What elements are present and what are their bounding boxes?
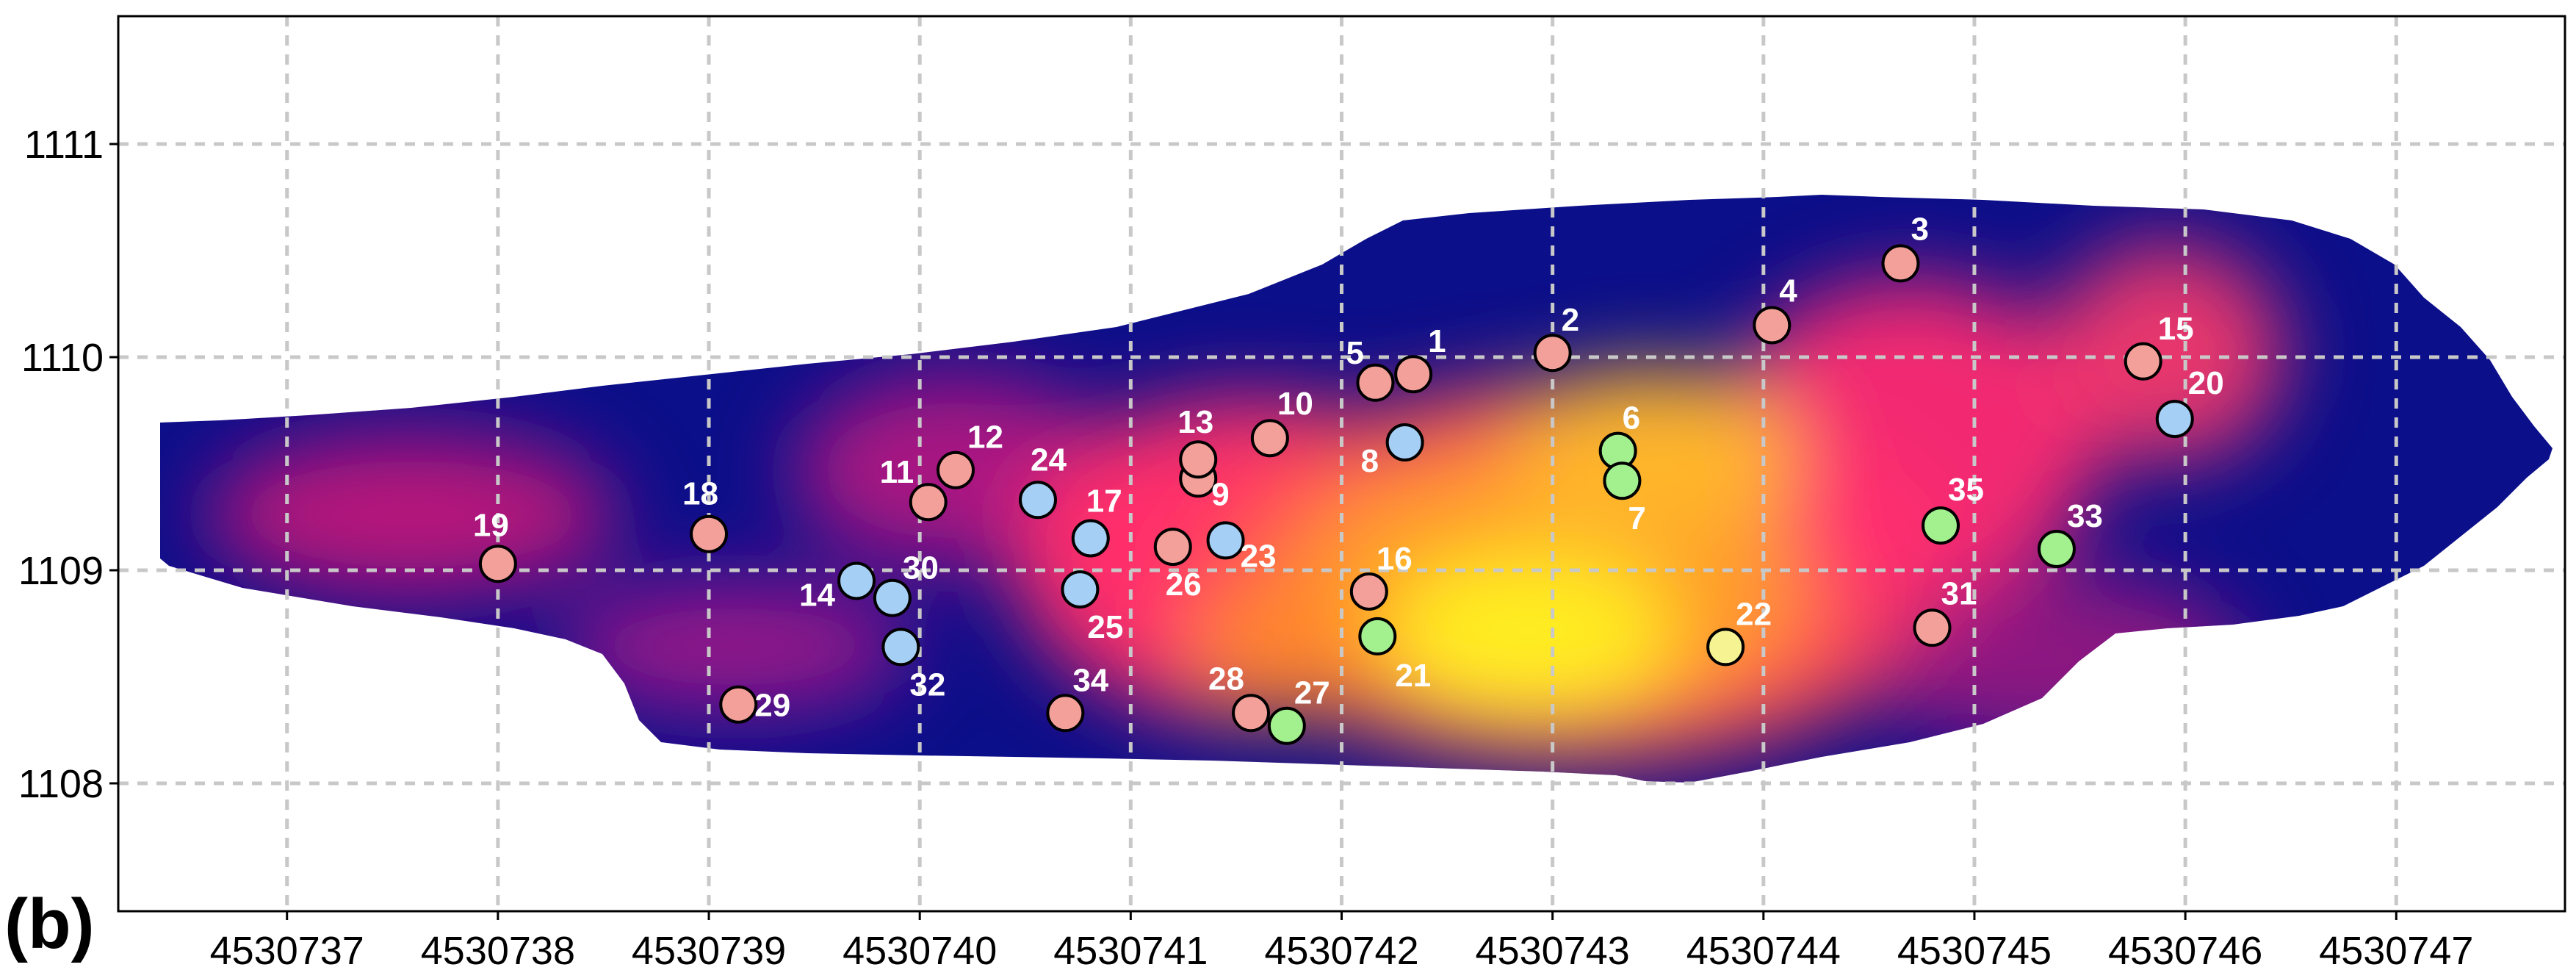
sample-point-26 — [1153, 528, 1192, 567]
sample-point-27 — [1267, 706, 1306, 745]
sample-point-30 — [873, 578, 912, 617]
sample-point-label: 15 — [2158, 311, 2194, 347]
sample-point-label: 30 — [903, 550, 939, 586]
sample-point-8 — [1385, 423, 1424, 461]
sample-point-label: 32 — [909, 667, 945, 703]
sample-point-12 — [937, 450, 975, 489]
x-tick-label: 4530737 — [210, 929, 364, 970]
x-gridlines — [285, 16, 2398, 911]
sample-point-label: 18 — [682, 476, 718, 512]
sample-point-1 — [1394, 355, 1433, 394]
sample-point-10 — [1250, 419, 1289, 458]
sample-point-22 — [1706, 628, 1745, 667]
x-tick-label: 4530738 — [421, 929, 575, 970]
sample-point-5 — [1356, 363, 1395, 402]
x-tick-label: 4530742 — [1264, 929, 1418, 970]
sample-point-35 — [1922, 506, 1960, 545]
sample-point-label: 27 — [1294, 675, 1330, 711]
sample-point-label: 31 — [1941, 575, 1977, 611]
sample-point-label: 4 — [1779, 273, 1797, 309]
sample-point-label: 22 — [1736, 596, 1772, 632]
sample-point-label: 11 — [880, 454, 914, 490]
x-tick-label: 4530745 — [1897, 929, 2052, 970]
sample-point-7 — [1603, 461, 1642, 500]
y-tick-label: 1110 — [21, 336, 104, 380]
sample-point-33 — [2037, 530, 2076, 568]
sample-point-11 — [909, 483, 948, 522]
sample-point-2 — [1533, 334, 1572, 373]
sample-point-label: 5 — [1346, 335, 1363, 371]
sample-point-label: 7 — [1628, 500, 1645, 536]
sample-point-4 — [1753, 306, 1792, 345]
sample-point-31 — [1913, 608, 1952, 647]
sample-point-label: 8 — [1361, 443, 1379, 479]
sample-point-28 — [1232, 694, 1271, 733]
sample-point-34 — [1046, 694, 1085, 733]
sample-point-label: 28 — [1208, 661, 1244, 697]
x-tick-label: 4530741 — [1053, 929, 1208, 970]
sample-point-label: 33 — [2067, 498, 2103, 534]
sample-point-20 — [2155, 400, 2194, 439]
x-tick-label: 4530743 — [1476, 929, 1630, 970]
sample-point-label: 25 — [1087, 609, 1123, 645]
x-tick-label: 4530747 — [2319, 929, 2473, 970]
sample-point-label: 2 — [1562, 302, 1579, 338]
sample-point-label: 23 — [1241, 538, 1277, 574]
y-axis: 1108 1109 1110 1111 — [18, 123, 118, 806]
sample-point-14 — [837, 561, 876, 600]
x-tick-label: 4530744 — [1686, 929, 1841, 970]
sample-point-3 — [1881, 244, 1920, 283]
sample-point-label: 13 — [1177, 404, 1213, 440]
sample-point-label: 17 — [1086, 484, 1122, 520]
sample-point-32 — [881, 628, 920, 667]
y-gridlines — [118, 142, 2565, 786]
sample-point-15 — [2124, 342, 2162, 381]
y-tick-label: 1108 — [18, 762, 104, 806]
sample-point-24 — [1018, 481, 1057, 520]
sample-point-label: 29 — [754, 688, 790, 724]
sample-point-label: 24 — [1031, 442, 1067, 478]
x-axis: 4530737 4530738 4530739 4530740 4530741 45307… — [210, 911, 2473, 970]
sample-point-label: 1 — [1428, 323, 1446, 359]
x-tick-label: 4530739 — [632, 929, 786, 970]
y-tick-label: 1109 — [18, 549, 104, 593]
sample-point-label: 20 — [2188, 365, 2224, 401]
x-tick-label: 4530740 — [843, 929, 997, 970]
sample-point-16 — [1349, 572, 1388, 611]
sample-point-label: 6 — [1623, 400, 1640, 436]
sample-point-13 — [1179, 440, 1218, 479]
panel-label: (b) — [4, 885, 95, 963]
sample-point-29 — [719, 685, 758, 724]
sample-point-label: 16 — [1377, 541, 1413, 577]
sample-point-label: 34 — [1072, 662, 1108, 698]
y-tick-label: 1111 — [24, 123, 104, 167]
sample-point-label: 9 — [1211, 476, 1229, 512]
sample-point-21 — [1358, 617, 1397, 655]
sample-point-label: 26 — [1166, 567, 1202, 603]
sample-point-label: 10 — [1277, 386, 1313, 422]
sample-point-label: 14 — [799, 578, 835, 614]
sample-point-label: 12 — [967, 420, 1003, 456]
sample-point-18 — [690, 514, 729, 553]
x-tick-label: 4530746 — [2108, 929, 2262, 970]
sample-point-label: 21 — [1395, 658, 1431, 694]
sample-point-23 — [1206, 521, 1245, 560]
sample-point-17 — [1071, 519, 1110, 558]
heatmap-surface — [160, 195, 2552, 783]
sample-point-label: 3 — [1911, 211, 1928, 247]
sample-point-label: 19 — [473, 507, 509, 543]
sample-point-19 — [478, 545, 517, 583]
sample-point-25 — [1061, 570, 1100, 609]
sample-point-label: 35 — [1948, 472, 1984, 508]
